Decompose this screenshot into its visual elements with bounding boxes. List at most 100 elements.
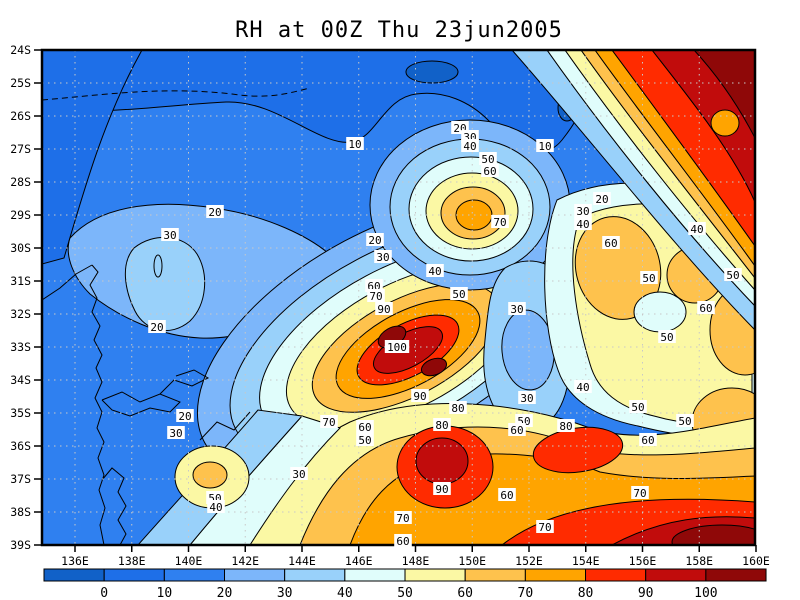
contour-label: 40 (463, 140, 476, 153)
contour-label: 30 (163, 229, 176, 242)
y-tick-label: 37S (10, 472, 31, 486)
contour-label-box (724, 268, 742, 281)
contour-label-box (365, 279, 383, 292)
contour-label-box (206, 205, 224, 218)
contour-label: 50 (726, 269, 739, 282)
contour-label-box (574, 217, 592, 230)
x-tick-label: 144E (288, 554, 316, 568)
contour-label-box (602, 236, 620, 249)
contour-label-box (593, 192, 611, 205)
contour-label: 80 (451, 402, 464, 415)
y-tick-label: 33S (10, 340, 31, 354)
x-tick-label: 152E (515, 554, 543, 568)
contour-region (42, 50, 603, 152)
contour-region (192, 461, 228, 489)
contour-label-box (640, 271, 658, 284)
contour-label-box (639, 433, 657, 446)
contour-label: 30 (169, 427, 182, 440)
contour-label-box (574, 204, 592, 217)
contour-label-box (631, 486, 649, 499)
y-tick-label: 24S (10, 43, 31, 57)
contour-label-box (148, 320, 166, 333)
contour-label: 20 (178, 410, 191, 423)
gridline-group (42, 50, 755, 545)
colorbar-label: 100 (694, 586, 717, 600)
contour-label: 30 (376, 251, 389, 264)
y-tick-label: 26S (10, 109, 31, 123)
axis-ticks: 24S 25S 26S 27S 28S 29S 30S 31S 32S 33S 34S 35S 36S 3… (10, 43, 770, 568)
contour-label-box (356, 433, 374, 446)
colorbar-cell (645, 568, 707, 582)
contour-label: 40 (576, 381, 589, 394)
colorbar-label: 10 (157, 586, 173, 600)
colorbar-cell (224, 568, 286, 582)
chart-title: RH at 00Z Thu 23jun2005 (235, 18, 563, 43)
contour-label: 50 (452, 288, 465, 301)
colorbar-cell (705, 568, 767, 582)
map-clip-group (42, 50, 755, 545)
contour-label-box (536, 520, 554, 533)
contour-label: 40 (576, 218, 589, 231)
contour-label: 20 (150, 321, 163, 334)
x-tick-label: 160E (742, 554, 770, 568)
contour-label-box (498, 488, 516, 501)
contour-label-box (374, 250, 392, 263)
x-tick-label: 136E (61, 554, 89, 568)
colorbar-cell (103, 568, 165, 582)
y-tick-label: 31S (10, 274, 31, 288)
contour-label-box (290, 467, 308, 480)
y-tick-label: 27S (10, 142, 31, 156)
contour-label: 40 (690, 223, 703, 236)
contour-label: 80 (559, 420, 572, 433)
contour-region (710, 109, 740, 137)
x-tick-label: 154E (572, 554, 600, 568)
colorbar-cell (284, 568, 346, 582)
coastline-group (42, 87, 311, 545)
contour-label: 40 (428, 265, 441, 278)
y-tick-label: 25S (10, 76, 31, 90)
contour-label: 20 (595, 193, 608, 206)
contour-label: 60 (641, 434, 654, 447)
contour-label-box (375, 302, 393, 315)
contour-label-box (508, 423, 526, 436)
contour-label-box (207, 500, 225, 513)
contour-label: 10 (538, 140, 551, 153)
contour-label-box (518, 391, 536, 404)
colorbar-label: 80 (578, 586, 594, 600)
contour-label: 50 (358, 434, 371, 447)
contour-label: 60 (500, 489, 513, 502)
y-tick-label: 29S (10, 208, 31, 222)
contour-region (415, 437, 469, 485)
contour-label: 90 (435, 483, 448, 496)
y-tick-label: 38S (10, 505, 31, 519)
x-tick-label: 140E (175, 554, 203, 568)
contour-region (532, 426, 624, 474)
contour-label-box (433, 418, 451, 431)
contour-label-box (384, 340, 410, 353)
contour-label-box (574, 380, 592, 393)
contour-region (42, 50, 143, 265)
contour-label-box (426, 264, 444, 277)
contour-label-box (688, 222, 706, 235)
colorbar-label: 0 (100, 586, 108, 600)
contour-label: 60 (510, 424, 523, 437)
contour-label-box (461, 139, 479, 152)
contour-label-box (176, 409, 194, 422)
contour-label: 30 (292, 468, 305, 481)
contour-label-box (394, 511, 412, 524)
contour-region (671, 524, 755, 545)
contour-label-box (536, 139, 554, 152)
contour-label: 70 (633, 487, 646, 500)
x-tick-label: 146E (345, 554, 373, 568)
coastline (42, 264, 93, 301)
contour-labels: 10 10203040506070203040602030202030405060… (148, 121, 742, 548)
colorbar-cell (524, 568, 587, 582)
contour-region (633, 291, 687, 333)
y-tick-label: 30S (10, 241, 31, 255)
colorbar-label: 60 (457, 586, 473, 600)
x-tick-label: 142E (231, 554, 259, 568)
dashed-contour (42, 87, 311, 101)
contour-label: 60 (358, 421, 371, 434)
contour-label-box (394, 534, 412, 547)
x-tick-label: 158E (685, 554, 713, 568)
